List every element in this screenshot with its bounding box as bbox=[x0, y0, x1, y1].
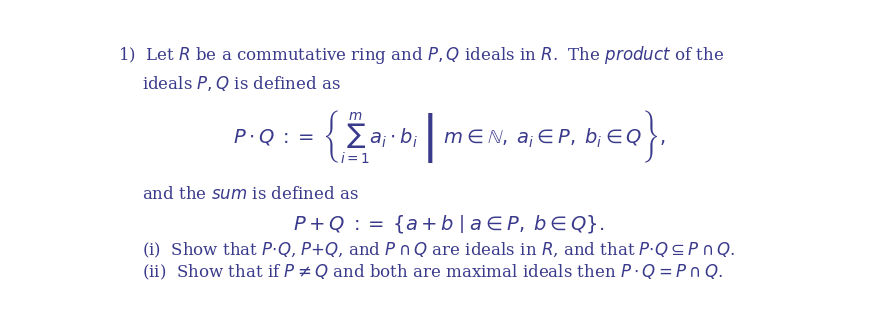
Text: ideals $P, Q$ is defined as: ideals $P, Q$ is defined as bbox=[142, 74, 341, 93]
Text: (ii)  Show that if $P \neq Q$ and both are maximal ideals then $P \cdot Q = P \c: (ii) Show that if $P \neq Q$ and both ar… bbox=[142, 263, 723, 282]
Text: and the $\mathit{sum}$ is defined as: and the $\mathit{sum}$ is defined as bbox=[142, 186, 359, 203]
Text: (i)  Show that $P{\cdot}Q$, $P{+}Q$, and $P\cap Q$ are ideals in $R$, and that $: (i) Show that $P{\cdot}Q$, $P{+}Q$, and … bbox=[142, 241, 735, 260]
Text: 1)  Let $R$ be a commutative ring and $P, Q$ ideals in $R$.  The $\mathit{produc: 1) Let $R$ be a commutative ring and $P,… bbox=[117, 44, 724, 66]
Text: $P \cdot Q \;:=\; \left\{ \sum_{i=1}^{m} a_i \cdot b_i \;\middle|\; m \in \mathb: $P \cdot Q \;:=\; \left\{ \sum_{i=1}^{m}… bbox=[233, 109, 665, 166]
Text: $P + Q \;:=\; \left\{ a + b \;\middle|\; a \in P,\; b \in Q \right\}.$: $P + Q \;:=\; \left\{ a + b \;\middle|\;… bbox=[293, 213, 604, 235]
